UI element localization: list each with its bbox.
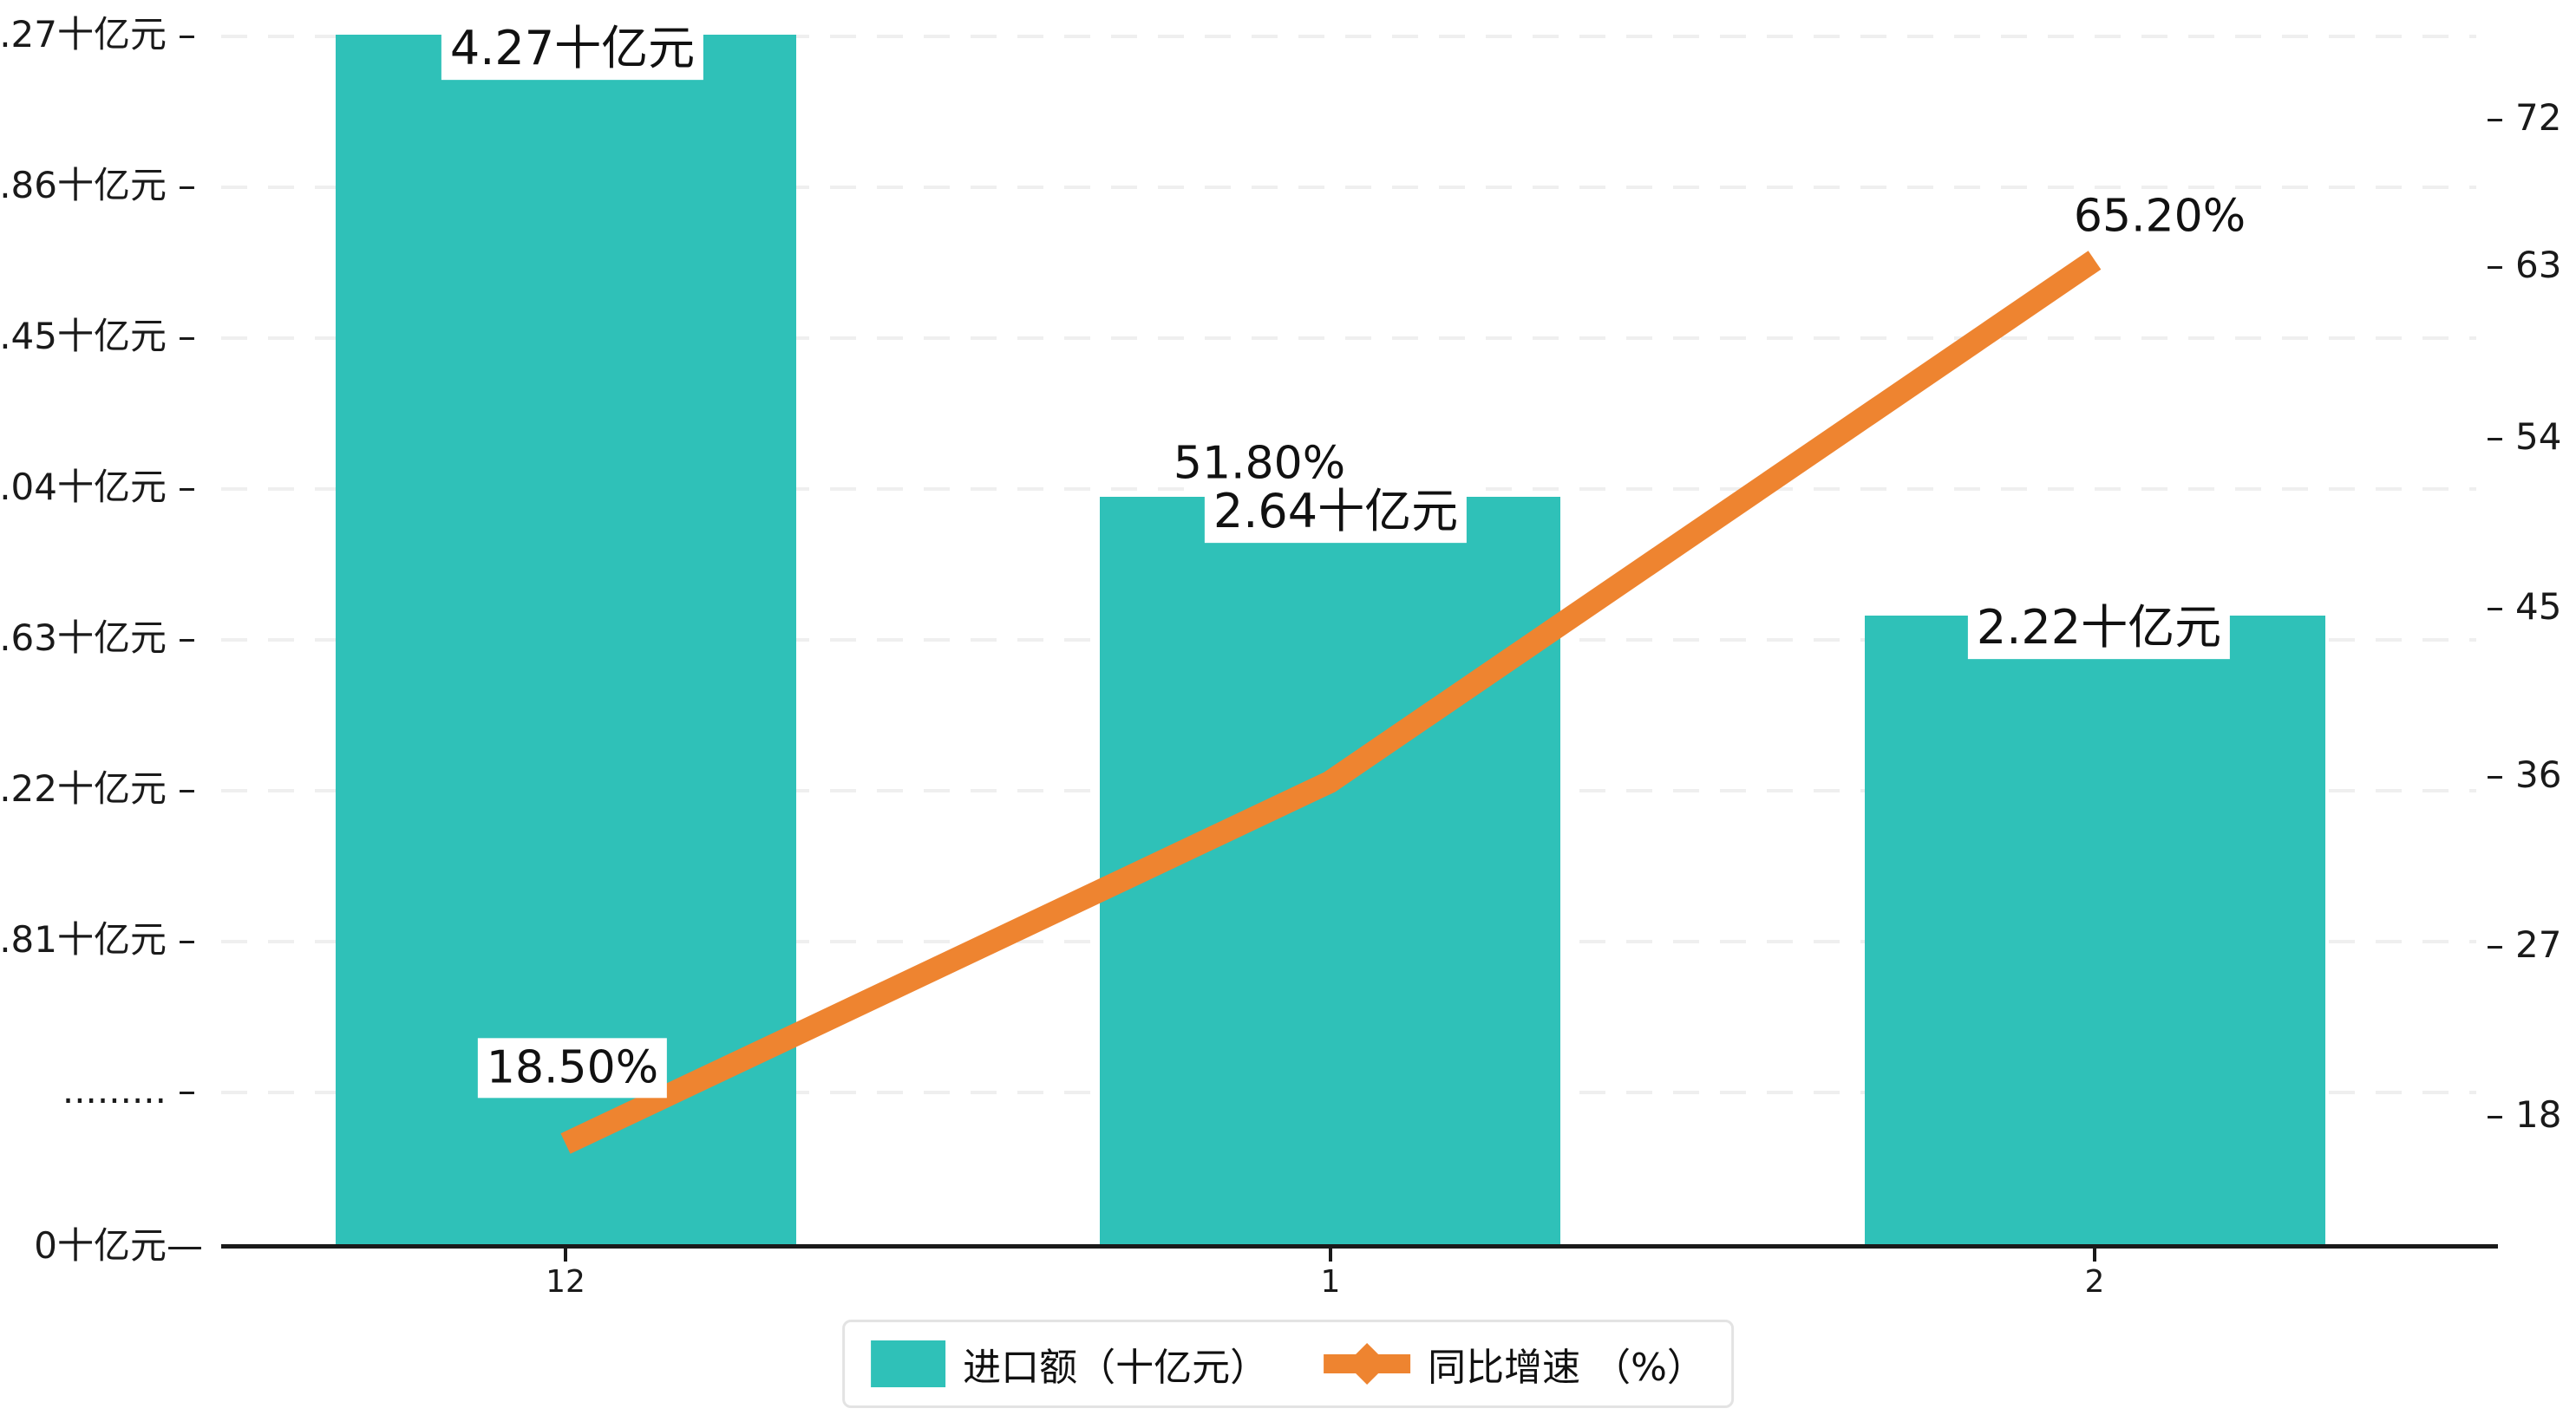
tick-dash-icon: – — [2486, 1093, 2504, 1136]
tick-dash-icon: – — [178, 918, 196, 961]
y-axis-right-tick: – 27 — [2486, 923, 2562, 966]
y-axis-left-tick: 2.22十亿元 – — [0, 767, 196, 810]
bar-value-label-2: 2.22十亿元 — [1967, 597, 2231, 659]
tick-dash-icon: – — [2486, 753, 2504, 796]
bar-2[interactable] — [1865, 616, 2325, 1244]
gridline — [221, 35, 2476, 38]
y-axis-right-tick: – 18 — [2486, 1093, 2562, 1136]
legend-label-import-value: 进口额（十亿元） — [963, 1346, 1269, 1390]
tick-dash-icon: – — [178, 616, 196, 659]
bar-value-label-1: 2.64十亿元 — [1204, 480, 1468, 543]
bar-swatch-icon — [871, 1340, 946, 1387]
y-axis-left-tick: 3.04十亿元 – — [0, 466, 196, 508]
tick-dash-icon: – — [2486, 585, 2504, 628]
y-axis-right-tick: – 54 — [2486, 415, 2562, 458]
growth-value-label-12: 18.50% — [477, 1038, 668, 1099]
tick-dash-icon: – — [178, 466, 196, 508]
tick-dash-icon: – — [178, 1069, 196, 1112]
x-axis-label-2: 2 — [2084, 1264, 2105, 1300]
legend-item-import-value[interactable]: 进口额（十亿元） — [871, 1336, 1268, 1392]
tick-dash-icon: – — [178, 767, 196, 810]
tick-dash-icon: – — [2486, 923, 2504, 966]
y-axis-left-tick: 2.63十亿元 – — [0, 616, 196, 659]
tick-dash-icon: – — [2486, 244, 2504, 286]
legend-label-growth-rate: 同比增速 （%） — [1428, 1346, 1705, 1390]
line-series-layer — [560, 251, 2102, 1154]
chart-legend: 进口额（十亿元） 同比增速 （%） — [842, 1320, 1734, 1408]
x-axis-tick-mark — [564, 1249, 567, 1262]
gridline — [221, 336, 2476, 340]
line-diamond-swatch-icon — [1324, 1340, 1411, 1387]
tick-dash-icon: – — [178, 164, 196, 206]
y-axis-left-tick: 3.86十亿元 – — [0, 164, 196, 206]
y-axis-left-tick-truncated: ......... – — [62, 1069, 196, 1112]
y-axis-right-tick: – 45 — [2486, 585, 2562, 628]
tick-dash-icon: – — [178, 315, 196, 357]
x-axis-line — [221, 1244, 2498, 1249]
tick-dash-icon: – — [2486, 415, 2504, 458]
x-axis-tick-mark — [2093, 1249, 2096, 1262]
tick-dash-icon: – — [178, 13, 196, 55]
y-axis-left-tick: 3.45十亿元 – — [0, 315, 196, 357]
bar-1[interactable] — [1100, 497, 1560, 1244]
tick-dash-icon: – — [2486, 96, 2504, 139]
tick-dash-icon: — — [167, 1224, 203, 1267]
x-axis-label-12: 12 — [546, 1264, 585, 1300]
growth-value-label-2: 65.20% — [2073, 190, 2246, 243]
x-axis-label-1: 1 — [1320, 1264, 1341, 1300]
y-axis-right-tick: – 72 — [2486, 96, 2562, 139]
y-axis-left-tick: 1.81十亿元 – — [0, 918, 196, 961]
y-axis-left-tick: 0十亿元 — — [34, 1224, 203, 1267]
y-axis-right-tick: – 36 — [2486, 753, 2562, 796]
x-axis-tick-mark — [1329, 1249, 1332, 1262]
growth-rate-line[interactable] — [560, 251, 2102, 1154]
y-axis-left-tick: 4.27十亿元 – — [0, 13, 196, 55]
growth-value-label-1: 51.80% — [1173, 437, 1346, 490]
bar-value-label-12: 4.27十亿元 — [441, 17, 704, 80]
legend-item-growth-rate[interactable]: 同比增速 （%） — [1324, 1336, 1705, 1392]
gridline — [221, 186, 2476, 189]
y-axis-right-tick: – 63 — [2486, 244, 2562, 286]
